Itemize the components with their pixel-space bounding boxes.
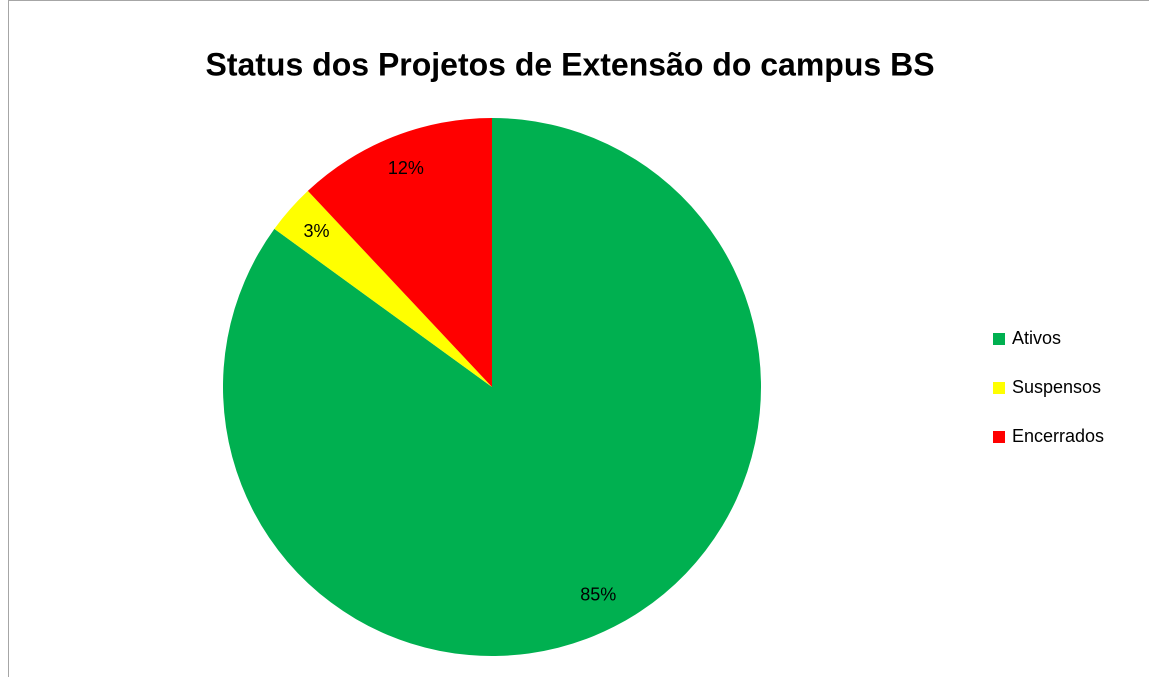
legend-swatch — [993, 431, 1005, 443]
legend-swatch — [993, 333, 1005, 345]
legend-label: Encerrados — [1012, 426, 1104, 446]
chart-title: Status dos Projetos de Extensão do campu… — [205, 46, 934, 82]
legend-label: Suspensos — [1012, 377, 1101, 397]
pie-slice — [307, 118, 492, 387]
data-label: 85% — [580, 584, 616, 604]
legend-label: Ativos — [1012, 328, 1061, 348]
pie-slice — [274, 190, 492, 387]
legend-swatch — [993, 382, 1005, 394]
data-label: 3% — [303, 221, 329, 241]
data-label: 12% — [388, 158, 424, 178]
